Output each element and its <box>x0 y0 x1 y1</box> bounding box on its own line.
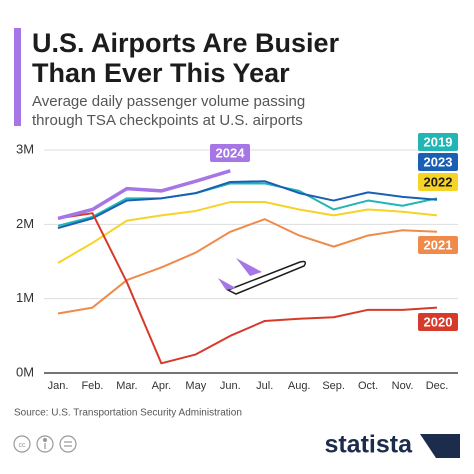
x-tick-label: Aug. <box>288 380 311 392</box>
svg-text:cc: cc <box>19 442 27 449</box>
legend-swatch <box>418 173 458 191</box>
legend-swatch <box>418 236 458 254</box>
legend-label: 2022 <box>424 174 453 189</box>
x-tick-label: Nov. <box>392 380 414 392</box>
y-tick-label: 2M <box>16 216 34 231</box>
legend-swatch <box>418 313 458 331</box>
x-tick-label: May <box>185 380 206 392</box>
series-line <box>57 201 438 264</box>
legend-label: 2021 <box>424 237 453 252</box>
legend-swatch <box>418 153 458 171</box>
chart-title: U.S. Airports Are Busier <box>32 28 340 58</box>
x-tick-label: Oct. <box>358 380 378 392</box>
brand: statista <box>324 431 413 459</box>
legend-label: 2023 <box>424 154 453 169</box>
chart-subtitle: Average daily passenger volume passing <box>32 93 305 110</box>
x-tick-label: Jan. <box>48 380 69 392</box>
legend-swatch <box>418 133 458 151</box>
x-tick-label: Apr. <box>152 380 172 392</box>
series-line <box>57 218 438 315</box>
chart-subtitle: through TSA checkpoints at U.S. airports <box>32 112 303 129</box>
legend-label: 2024 <box>216 145 246 160</box>
legend-label: 2019 <box>424 134 453 149</box>
legend-label: 2020 <box>424 314 453 329</box>
brand-mark <box>420 434 460 458</box>
legend-swatch <box>210 144 250 162</box>
series-line <box>57 180 438 230</box>
series-line <box>57 169 231 221</box>
x-tick-label: Sep. <box>322 380 345 392</box>
license-icons: cc <box>13 435 77 453</box>
series-line <box>57 182 438 227</box>
chart-title: Than Ever This Year <box>32 58 290 88</box>
series-line <box>57 212 438 365</box>
x-tick-label: Jun. <box>220 380 241 392</box>
x-tick-label: Jul. <box>256 380 273 392</box>
plane-icon <box>218 258 307 295</box>
x-tick-label: Feb. <box>81 380 103 392</box>
x-tick-label: Dec. <box>426 380 449 392</box>
x-tick-label: Mar. <box>116 380 137 392</box>
y-tick-label: 0M <box>16 364 34 379</box>
y-tick-label: 1M <box>16 290 34 305</box>
y-tick-label: 3M <box>16 141 34 156</box>
source: Source: U.S. Transportation Security Adm… <box>14 408 242 419</box>
accent-bar <box>14 28 21 126</box>
